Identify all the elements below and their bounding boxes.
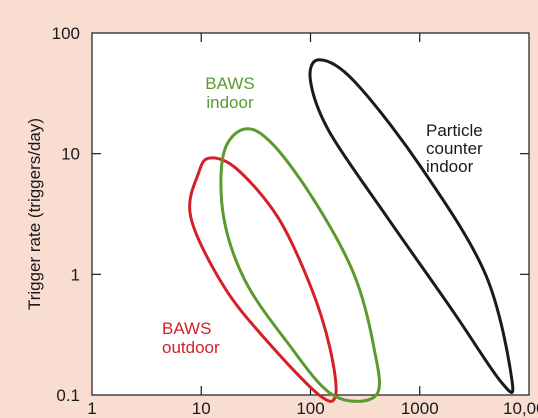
- x-tick-label: 10: [192, 399, 211, 418]
- x-tick-label: 1000: [401, 399, 439, 418]
- label-particle-counter-indoor: Particle: [426, 121, 483, 140]
- label-baws-outdoor: BAWS: [162, 319, 211, 338]
- data-regions: [188, 58, 515, 403]
- y-tick-label: 100: [52, 24, 80, 43]
- x-tick-label: 1: [87, 399, 96, 418]
- label-particle-counter-indoor: counter: [426, 139, 483, 158]
- x-tick-label: 100: [296, 399, 324, 418]
- axis-ticks: 1 10 100 1000 10,000 0.1 1 10 100: [52, 24, 538, 418]
- label-baws-outdoor: outdoor: [162, 338, 220, 357]
- label-particle-counter-indoor: indoor: [426, 157, 474, 176]
- x-tick-label: 10,000: [503, 399, 538, 418]
- label-baws-indoor: BAWS: [205, 74, 254, 93]
- y-axis-title: Trigger rate (triggers/day): [25, 118, 44, 310]
- region-particle-counter-indoor: [308, 58, 515, 394]
- y-tick-label: 10: [61, 145, 80, 164]
- label-baws-indoor: indoor: [206, 93, 254, 112]
- region-labels: BAWSoutdoorBAWSindoorParticlecounterindo…: [162, 74, 483, 357]
- y-tick-label: 0.1: [56, 386, 80, 405]
- region-baws-outdoor: [188, 156, 338, 403]
- region-baws-indoor: [219, 127, 381, 403]
- y-tick-label: 1: [71, 265, 80, 284]
- plot-frame: [91, 32, 530, 396]
